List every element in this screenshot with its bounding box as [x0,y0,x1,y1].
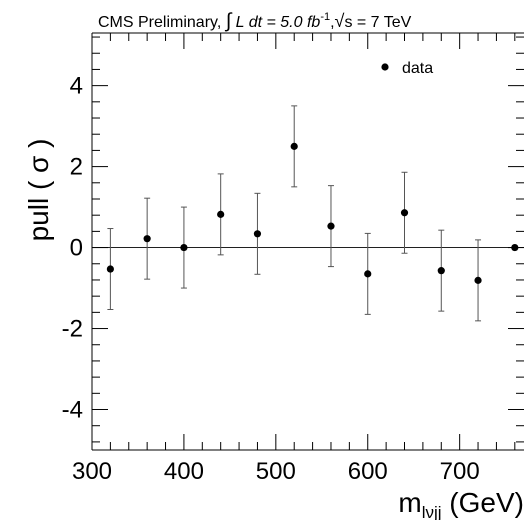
legend-label-data: data [402,60,433,77]
data-point [474,276,482,284]
y-tick-label: 0 [70,235,83,262]
axis-ticks [91,33,524,450]
data-points [106,105,519,322]
data-point [400,209,409,217]
data-point [327,222,335,230]
data-point [290,142,298,150]
data-point [437,267,445,275]
title-sqrt: √ [335,11,345,31]
title-separator: , [330,14,334,31]
y-tick-label: 4 [70,73,83,100]
title-prefix: CMS Preliminary, [98,14,226,31]
y-axis-label: pull ( σ ) [23,139,54,242]
chart-title: CMS Preliminary, ∫ L dt = 5.0 fb-1,√s = … [98,10,412,32]
y-tick-label: -2 [62,316,83,343]
x-axis-label-subscript: lνjj [422,503,442,520]
title-energy: s = 7 TeV [344,14,411,31]
title-integral: ∫ [225,10,233,32]
x-tick-label: 300 [72,458,112,485]
data-point [180,243,188,252]
x-tick-label: 400 [164,458,204,485]
x-axis-label-unit: (GeV) [442,487,524,518]
data-point [364,270,372,278]
y-tick-label: 2 [70,154,83,181]
x-tick-label: 700 [440,458,480,485]
data-point [253,230,262,238]
x-tick-label: 600 [348,458,388,485]
x-axis-label-main: m [398,487,421,518]
x-axis-label: mlνjj (GeV) [398,487,524,520]
y-tick-label: -4 [62,397,83,424]
data-point [106,265,114,273]
legend-marker [381,63,389,71]
x-tick-label: 500 [256,458,296,485]
data-point [143,235,151,243]
tick-labels: 300 400 500 600 700 -4 -2 0 2 4 [62,73,480,485]
title-lumi: L dt = 5.0 fb [231,14,320,31]
data-point [511,243,519,252]
title-lumi-exponent: -1 [320,11,330,23]
data-point [217,210,225,218]
legend: data [381,60,433,77]
